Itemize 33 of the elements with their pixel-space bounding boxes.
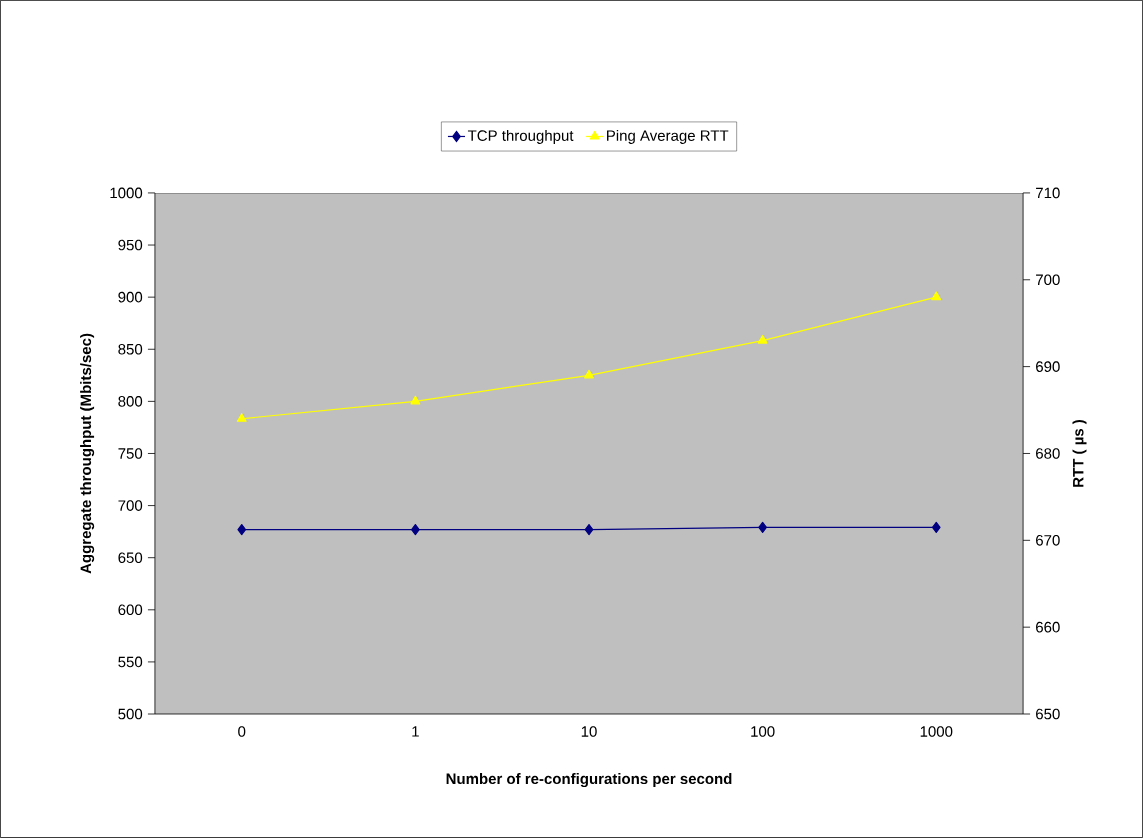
legend-label: Ping Average RTT xyxy=(607,129,729,144)
y-axis-title: Aggregate throughput (Mbits/sec) xyxy=(80,333,95,574)
y-tick-label: 1000 xyxy=(110,187,143,199)
y-tick-label: 950 xyxy=(118,239,143,251)
x-tick-label: 1000 xyxy=(920,726,953,737)
y-tick-label: 700 xyxy=(118,500,143,511)
y-tick-label: 500 xyxy=(118,708,143,720)
point xyxy=(584,369,594,379)
point xyxy=(410,395,421,405)
legend-label: TCP throughput xyxy=(467,129,574,144)
x-tick-label: 100 xyxy=(751,726,775,737)
y-tick-label: 750 xyxy=(118,448,143,459)
y-tick-label: 900 xyxy=(118,291,143,303)
y2-tick-label: 660 xyxy=(1036,621,1060,633)
y2-axis-title: RTT ( µs ) xyxy=(1072,419,1087,487)
y2-tick-label: 710 xyxy=(1036,187,1060,199)
y-tick-label: 550 xyxy=(118,656,143,668)
y-tick-label: 800 xyxy=(118,396,143,407)
y2-tick-label: 670 xyxy=(1036,535,1060,546)
point xyxy=(236,413,247,422)
x-tick-label: 1 xyxy=(412,726,419,737)
point xyxy=(931,291,942,301)
x-tick-label: 0 xyxy=(238,726,246,737)
y-tick-label: 600 xyxy=(118,604,143,616)
x-tick-label: 10 xyxy=(581,726,597,737)
y2-tick-label: 690 xyxy=(1036,361,1060,372)
x-axis-title: Number of re-configurations per second xyxy=(446,773,732,788)
y-tick-label: 650 xyxy=(118,552,143,564)
y2-tick-label: 700 xyxy=(1036,274,1060,286)
y-tick-label: 850 xyxy=(118,343,143,355)
y2-tick-label: 650 xyxy=(1036,708,1060,720)
point xyxy=(757,335,768,344)
y2-tick-label: 680 xyxy=(1036,448,1060,459)
